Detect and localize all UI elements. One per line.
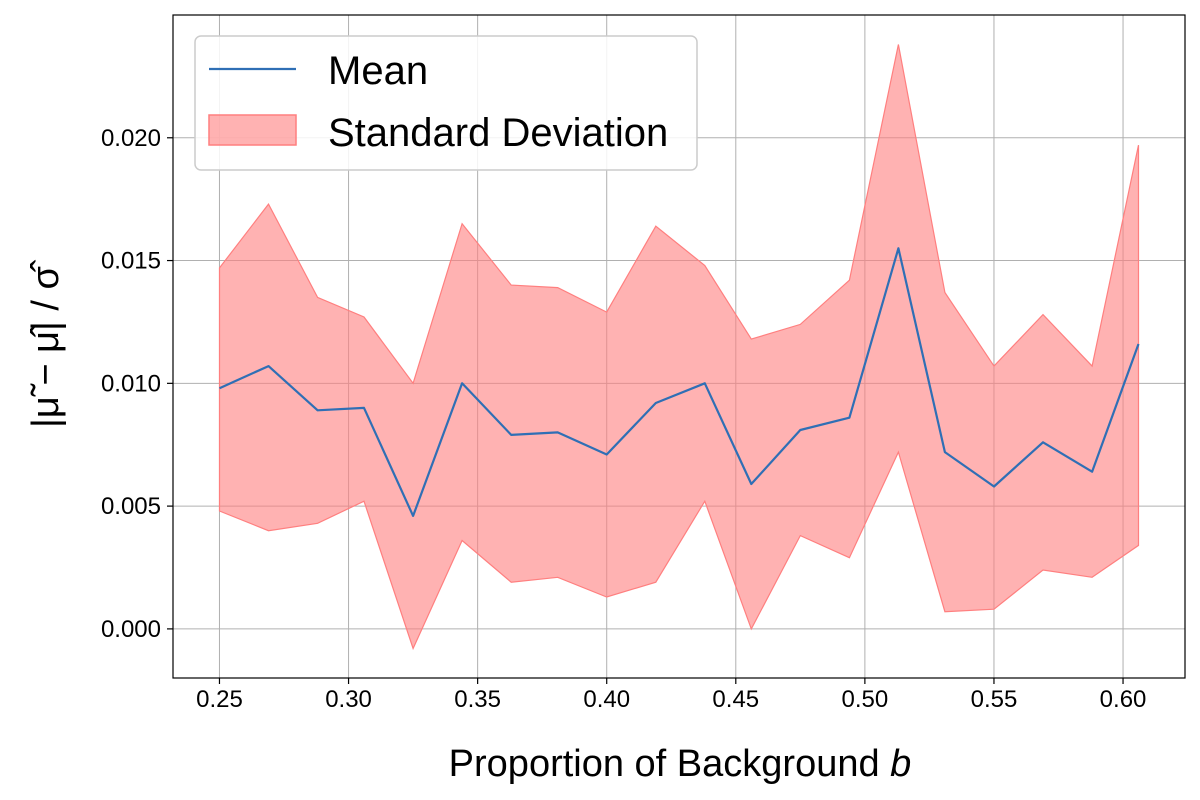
mean-line-group (219, 247, 1140, 518)
y-tick-label: 0.000 (101, 616, 161, 643)
x-tick-label: 0.30 (325, 686, 372, 713)
x-tick-label: 0.25 (196, 686, 243, 713)
y-axis: 0.000 0.005 0.010 0.015 0.020 (101, 125, 173, 643)
x-axis: 0.25 0.30 0.35 0.40 0.45 0.50 0.55 0.60 (196, 678, 1146, 713)
x-axis-variable: b (890, 743, 911, 785)
x-tick-label: 0.45 (712, 686, 759, 713)
std-band (218, 44, 1140, 651)
y-tick-label: 0.015 (101, 248, 161, 275)
x-tick-label: 0.60 (1100, 686, 1147, 713)
y-axis-title: |μ̃ − μ̂| / σ̂ (25, 259, 67, 428)
x-tick-label: 0.50 (842, 686, 889, 713)
y-tick-label: 0.005 (101, 493, 161, 520)
std-band-group (218, 44, 1140, 651)
legend-mean-label: Mean (328, 49, 428, 93)
x-axis-title: Proportion of Background b (449, 743, 912, 785)
legend-box (194, 35, 698, 171)
x-axis-title-text: Proportion of Background (449, 743, 880, 785)
x-tick-label: 0.35 (454, 686, 501, 713)
legend-std-label: Standard Deviation (328, 111, 668, 155)
y-tick-label: 0.020 (101, 125, 161, 152)
x-tick-label: 0.55 (971, 686, 1018, 713)
y-tick-label: 0.010 (101, 370, 161, 397)
plot-frame (172, 14, 1186, 679)
x-tick-label: 0.40 (583, 686, 630, 713)
mean-line (219, 247, 1140, 518)
legend: Mean Standard Deviation (194, 35, 698, 171)
legend-std-swatch (208, 114, 297, 146)
